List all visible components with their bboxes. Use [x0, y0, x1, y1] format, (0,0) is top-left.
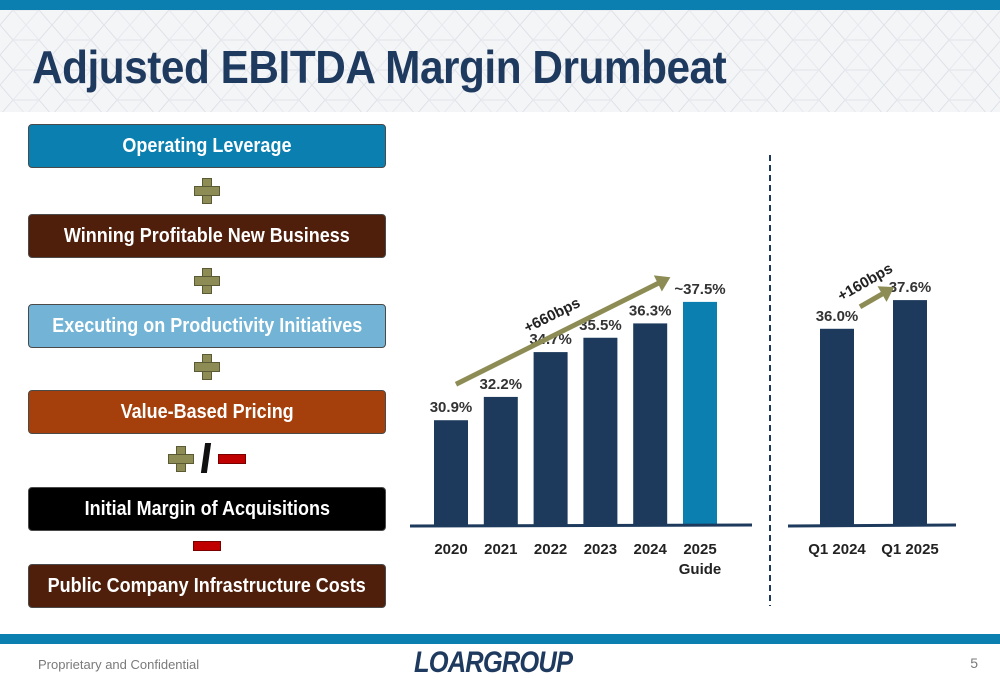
driver-label: Executing on Productivity Initiatives	[51, 314, 363, 337]
bar	[483, 396, 518, 526]
trend-arrow-line	[454, 277, 667, 387]
data-label: ~37.5%	[674, 281, 725, 298]
plus-icon	[194, 178, 220, 204]
x-axis-line	[787, 523, 957, 528]
tick-label: 2025	[683, 541, 716, 558]
driver-label: Value-Based Pricing	[120, 400, 294, 423]
page-title: Adjusted EBITDA Margin Drumbeat	[32, 41, 727, 93]
driver-label: Winning Profitable New Business	[64, 224, 350, 247]
bar	[533, 352, 568, 526]
tick-label: 2023	[584, 541, 617, 558]
plus-icon	[194, 354, 220, 380]
top-accent-bar	[0, 0, 1000, 10]
driver-label: Initial Margin of Acquisitions	[84, 497, 330, 520]
x-axis-line	[409, 523, 753, 528]
minus-icon	[193, 541, 221, 551]
data-label: 35.5%	[579, 317, 622, 334]
data-label: 30.9%	[430, 399, 473, 416]
data-label: 36.3%	[629, 302, 672, 319]
bar	[893, 300, 927, 526]
hexagon-pattern	[0, 10, 1000, 112]
title-band: Adjusted EBITDA Margin Drumbeat	[0, 10, 1000, 112]
minus-icon	[218, 454, 246, 464]
driver-box-new-business: Winning Profitable New Business	[28, 214, 386, 258]
bottom-accent-bar	[0, 634, 1000, 644]
tick-label: Q1 2025	[881, 541, 939, 558]
driver-box-productivity: Executing on Productivity Initiatives	[28, 304, 386, 348]
tick-label: Guide	[679, 561, 722, 578]
tick-label: 2021	[484, 541, 517, 558]
tick-label: 2020	[434, 541, 467, 558]
bar	[583, 337, 618, 526]
data-label: 32.2%	[480, 376, 523, 393]
company-logo: LOARGROUP	[414, 646, 573, 679]
tick-label: Q1 2024	[808, 541, 866, 558]
plus-icon	[194, 268, 220, 294]
driver-box-operating-leverage: Operating Leverage	[28, 124, 386, 168]
bar	[633, 323, 668, 526]
driver-box-acquisitions: Initial Margin of Acquisitions	[28, 487, 386, 531]
driver-box-public-company-costs: Public Company Infrastructure Costs	[28, 564, 386, 608]
tick-label: 2022	[534, 541, 567, 558]
page-number: 5	[970, 655, 978, 671]
bar	[820, 328, 854, 526]
bar	[434, 420, 468, 526]
tick-label: 2024	[634, 541, 668, 558]
data-label: 37.6%	[889, 279, 932, 296]
trend-arrow-head-icon	[877, 286, 895, 302]
plus-icon	[168, 446, 194, 472]
data-label: 36.0%	[816, 308, 859, 325]
driver-label: Public Company Infrastructure Costs	[47, 574, 367, 597]
bar	[683, 301, 717, 526]
trend-arrow-head-icon	[653, 275, 671, 292]
driver-label: Operating Leverage	[122, 134, 292, 157]
ebitda-margin-charts: 30.9%202032.2%202134.7%202235.5%202336.3…	[409, 155, 957, 606]
driver-box-pricing: Value-Based Pricing	[28, 390, 386, 434]
footer-confidential: Proprietary and Confidential	[38, 657, 200, 672]
